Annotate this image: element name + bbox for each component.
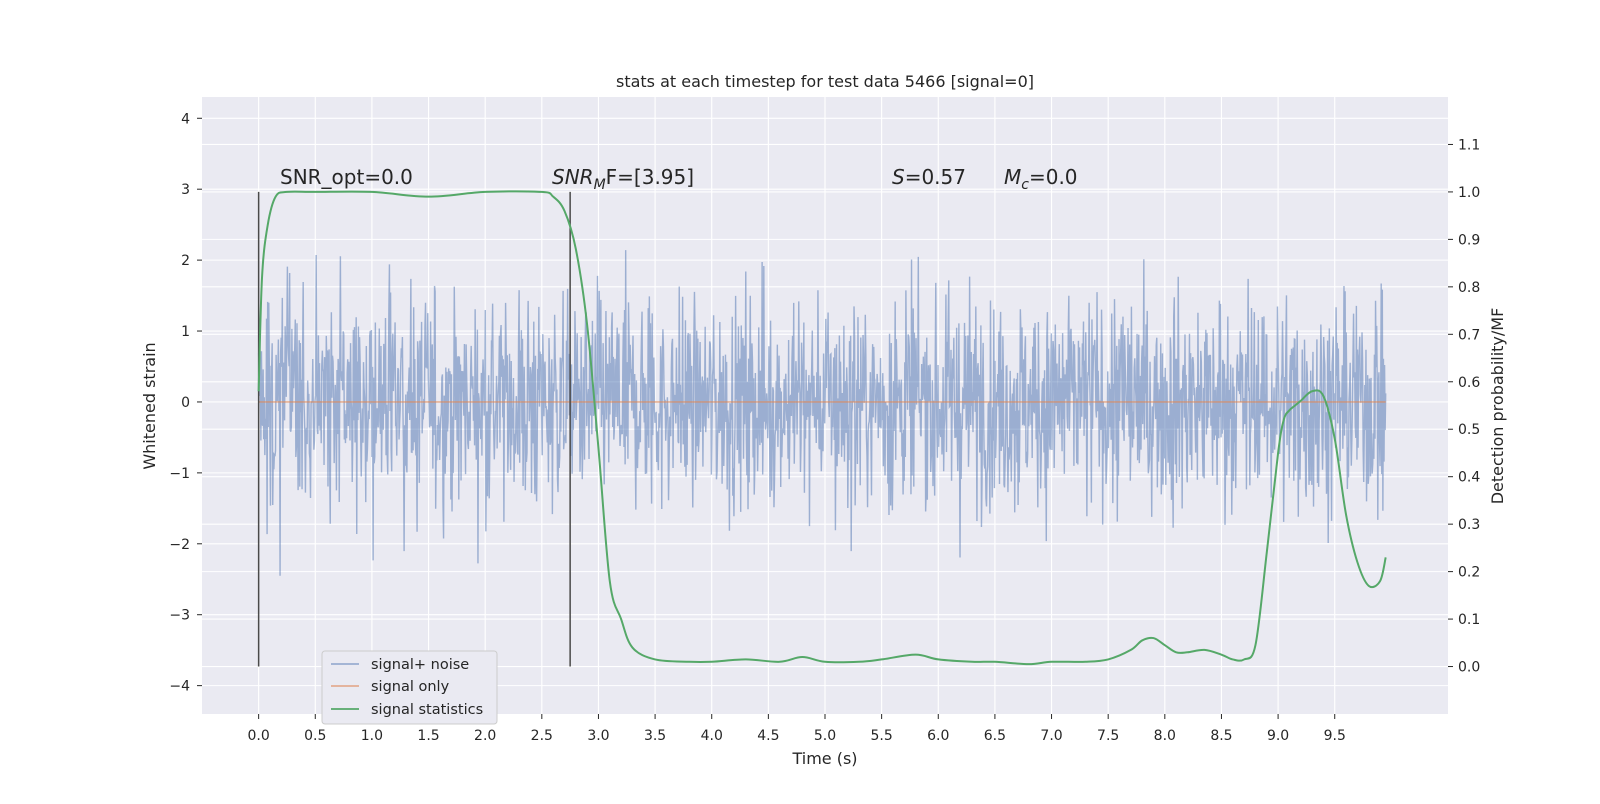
signal-noise-line (257, 250, 1387, 576)
legend-box (321, 650, 498, 725)
x-tick-label: 5.5 (871, 728, 893, 744)
y2-tick-label: 0.0 (1458, 660, 1480, 676)
y-tick-label: 3 (181, 182, 190, 198)
y-tick-label: 1 (181, 324, 190, 340)
y2-tick-label: 0.4 (1458, 470, 1480, 486)
annotation-snr-mf-sub: M (594, 177, 606, 193)
y2-tick-label: 0.7 (1458, 327, 1480, 343)
y2-tick-label: 0.5 (1458, 422, 1480, 438)
chart-title: stats at each timestep for test data 546… (616, 72, 1034, 91)
x-tick-label: 3.0 (587, 728, 609, 744)
y2-tick-label: 0.9 (1458, 232, 1480, 248)
time-markers (257, 191, 571, 667)
y-tick-label: 2 (181, 253, 190, 269)
signal-noise-series (257, 250, 1387, 576)
x-tick-label: 6.0 (927, 728, 949, 744)
legend-label-signal-noise: signal+ noise (371, 657, 469, 673)
annotation-snr-mf-prefix: SNR (552, 165, 594, 189)
annotation-s-label: S (892, 165, 905, 189)
x-axis-title: Time (s) (791, 749, 857, 768)
legend: signal+ noise signal only signal statist… (321, 650, 498, 725)
y-tick-label: −1 (169, 466, 190, 482)
legend-label-signal-statistics: signal statistics (371, 702, 483, 718)
y2-tick-label: 0.2 (1458, 565, 1480, 581)
y2-tick-label: 1.1 (1458, 137, 1480, 153)
x-tick-label: 9.5 (1324, 728, 1346, 744)
x-tick-label: 0.5 (304, 728, 326, 744)
annotation-snr-opt: SNR_opt=0.0 (280, 165, 413, 189)
y2-tick-label: 0.1 (1458, 612, 1480, 628)
x-tick-label: 1.0 (361, 728, 383, 744)
y-axis-title: Whitened strain (140, 342, 159, 469)
annotation-mc-label: M (1004, 165, 1021, 189)
legend-label-signal-only: signal only (371, 679, 450, 695)
x-tick-label: 4.0 (701, 728, 723, 744)
y2-tick-label: 1.0 (1458, 185, 1480, 201)
x-axis-ticks: 0.0 0.5 1.0 1.5 2.0 2.5 3.0 3.5 4.0 4.5 5.0 5.5 6.0 6… (248, 714, 1346, 744)
annotation-snr-mf: SNRMF=[3.95] (552, 165, 694, 193)
y2-axis-title: Detection probability/MF (1488, 308, 1507, 505)
y-axis-ticks: −4 −3 −2 −1 0 1 2 3 4 (169, 111, 202, 695)
x-tick-label: 9.0 (1267, 728, 1289, 744)
x-tick-label: 2.0 (474, 728, 496, 744)
x-tick-label: 7.0 (1040, 728, 1062, 744)
annotation-mc-value: =0.0 (1029, 165, 1078, 189)
x-tick-label: 5.0 (814, 728, 836, 744)
signal-statistics-series (257, 190, 1387, 666)
y2-tick-label: 0.8 (1458, 280, 1480, 296)
x-tick-label: 2.5 (531, 728, 553, 744)
y-tick-label: −3 (169, 608, 190, 624)
annotations: SNR_opt=0.0 SNRMF=[3.95] S=0.57 Mc=0.0 (280, 165, 1078, 193)
x-tick-label: 0.0 (248, 728, 270, 744)
y2-tick-label: 0.3 (1458, 517, 1480, 533)
x-tick-label: 3.5 (644, 728, 666, 744)
x-tick-label: 8.0 (1154, 728, 1176, 744)
annotation-s-value: =0.57 (905, 165, 966, 189)
y-tick-label: −4 (169, 679, 190, 695)
annotation-s: S=0.57 (892, 165, 966, 189)
annotation-mc: Mc=0.0 (1004, 165, 1078, 193)
signal-statistics-line (257, 190, 1387, 666)
annotation-mc-sub: c (1021, 177, 1029, 193)
annotation-snr-mf-suffix: F=[3.95] (606, 165, 694, 189)
x-tick-label: 4.5 (757, 728, 779, 744)
y2-tick-label: 0.6 (1458, 375, 1480, 391)
x-tick-label: 6.5 (984, 728, 1006, 744)
y-tick-label: 4 (181, 111, 190, 127)
y-tick-label: 0 (181, 395, 190, 411)
x-tick-label: 8.5 (1210, 728, 1232, 744)
y-tick-label: −2 (169, 537, 190, 553)
y2-axis-ticks: 0.0 0.1 0.2 0.3 0.4 0.5 0.6 0.7 0.8 0.9 1.0 1.1 (1448, 137, 1480, 676)
x-tick-label: 7.5 (1097, 728, 1119, 744)
x-tick-label: 1.5 (417, 728, 439, 744)
